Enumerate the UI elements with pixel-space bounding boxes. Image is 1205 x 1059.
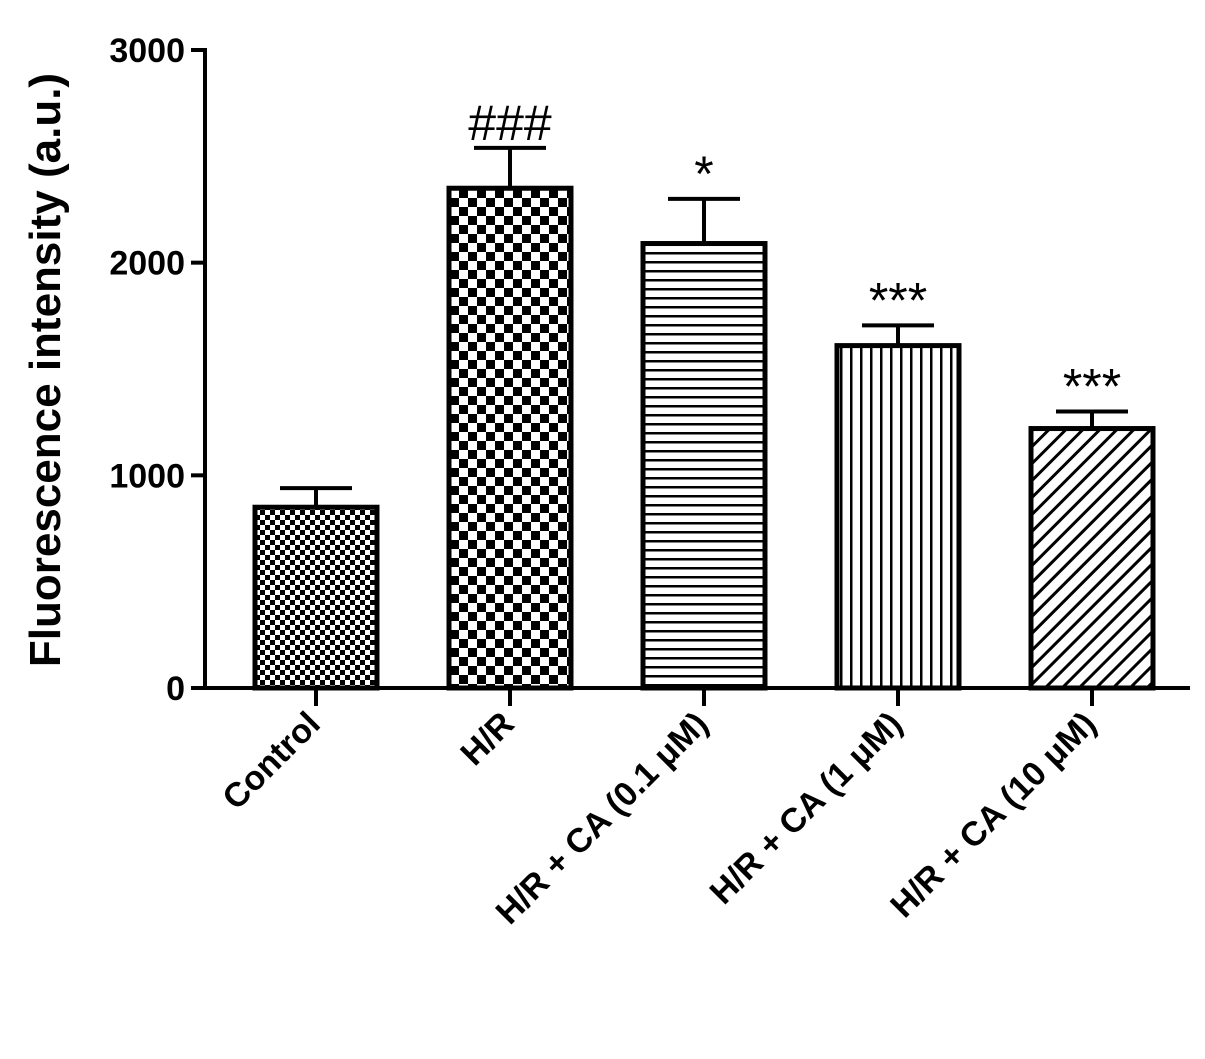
significance-label: ### — [468, 95, 552, 151]
x-tick-label: H/R + CA (1 μM) — [703, 705, 910, 912]
x-tick-label: Control — [215, 705, 327, 817]
bar-group: ### — [446, 95, 574, 691]
y-tick-label: 0 — [166, 670, 185, 708]
bar — [252, 504, 380, 691]
x-tick-label: H/R + CA (10 μM) — [883, 705, 1103, 925]
bar-group: * — [640, 146, 768, 691]
bar-group: *** — [1028, 359, 1156, 691]
bar — [834, 343, 962, 691]
bar — [1028, 426, 1156, 691]
x-tick-label: H/R + CA (0.1 μM) — [489, 705, 716, 932]
y-tick-label: 3000 — [109, 32, 185, 70]
y-tick-label: 1000 — [109, 457, 185, 495]
bars: ###******* — [252, 95, 1156, 691]
bar — [446, 185, 574, 691]
y-axis-title: Fluorescence intensity (a.u.) — [21, 73, 70, 667]
x-axis: Control H/RH/R + CA (0.1 μM)H/R + CA (1 μ… — [203, 686, 1190, 932]
significance-label: * — [694, 146, 713, 202]
x-tick-label: H/R — [453, 705, 521, 773]
bar-group — [252, 486, 380, 691]
y-axis: 0 1000 2000 3000 — [109, 32, 207, 708]
y-tick-label: 2000 — [109, 245, 185, 283]
bar — [640, 241, 768, 691]
significance-label: *** — [869, 272, 927, 328]
bar-group: *** — [834, 272, 962, 691]
significance-label: *** — [1063, 359, 1121, 415]
